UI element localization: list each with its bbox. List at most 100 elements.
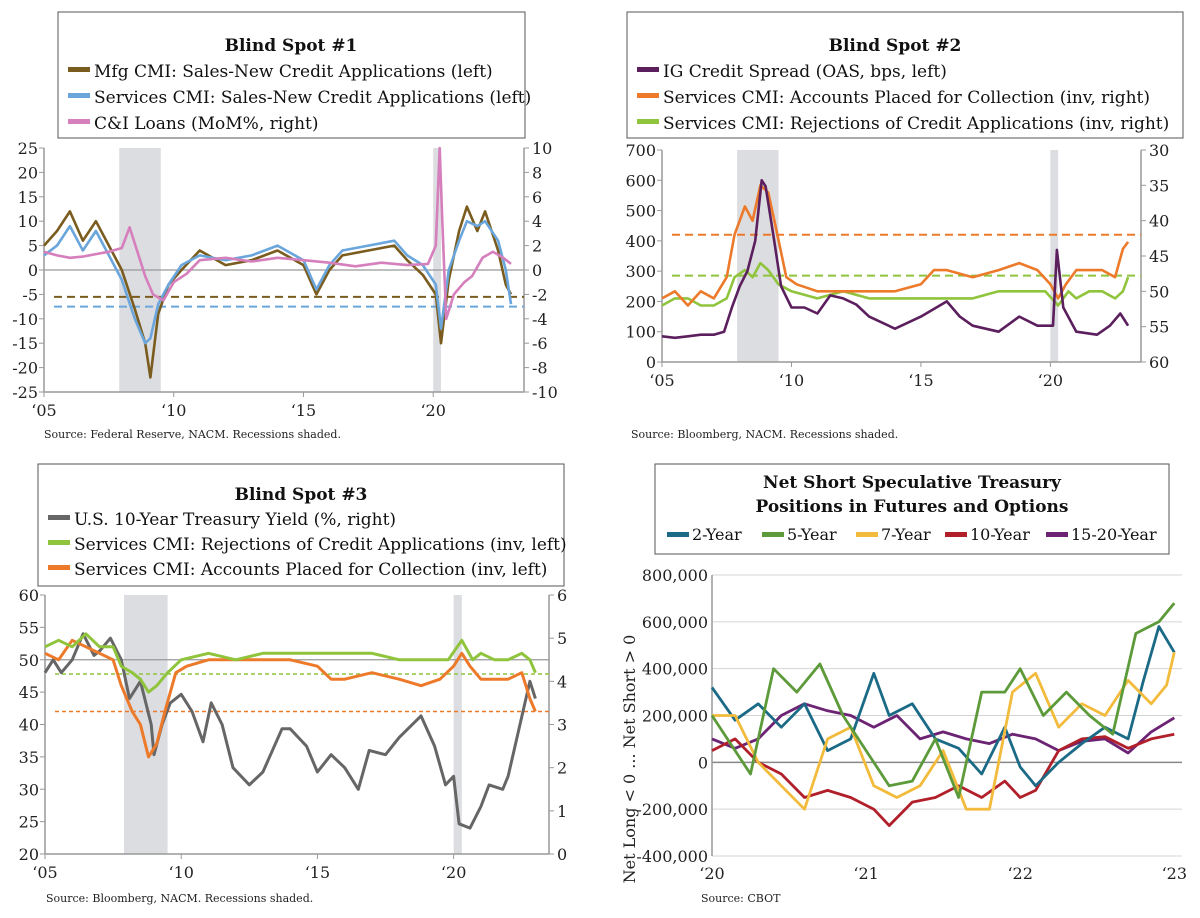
- y-tick-label: -400,000: [636, 847, 708, 866]
- right-tick-label: -4: [532, 310, 548, 329]
- right-tick-label: 4: [532, 212, 542, 231]
- legend-label-rejections: Services CMI: Rejections of Credit Appli…: [663, 114, 1169, 134]
- left-tick-label: 20: [19, 845, 39, 864]
- left-tick-label: 60: [19, 586, 39, 605]
- panel-blind-spot-1: 25 20 15 10 5 0 -5 -10 -15 -20 -25 10 8 6 4 2 0 -2 -4 -6 -8-…: [0, 0, 600, 459]
- right-tick-label: 10: [532, 139, 552, 158]
- left-tick-label: 400: [625, 232, 656, 251]
- x-tick-label: ‘20: [699, 864, 724, 883]
- legend-swatch-collections: [637, 93, 659, 98]
- left-tick-label: 25: [19, 813, 39, 832]
- chart-title: Blind Spot #3: [235, 485, 368, 505]
- legend-box: [626, 11, 1184, 139]
- source-note: Source: Federal Reserve, NACM. Recession…: [44, 428, 341, 441]
- legend-box: [654, 463, 1170, 555]
- x-tick-label: ‘15: [305, 863, 330, 882]
- right-tick-label: 6: [532, 188, 542, 207]
- legend-label-services: Services CMI: Sales-New Credit Applicati…: [94, 88, 531, 108]
- panel-net-short: 800,000 600,000 400,000 200,000 0 -200,000 -40…: [600, 459, 1200, 918]
- right-tick-label: 0: [532, 261, 542, 280]
- legend-swatch-mfg: [68, 67, 90, 72]
- left-tick-label: 10: [18, 212, 38, 231]
- right-tick-label: 30: [1149, 141, 1169, 160]
- right-tick-label: -10: [532, 383, 558, 402]
- x-tick-label: ‘20: [441, 863, 466, 882]
- left-tick-label: 25: [18, 139, 38, 158]
- x-tick-label: ‘10: [168, 863, 193, 882]
- left-tick-label: -25: [12, 383, 38, 402]
- chart-title: Blind Spot #1: [225, 36, 358, 56]
- left-tick-label: 500: [625, 202, 656, 221]
- right-tick-label: 3: [557, 716, 567, 735]
- right-tick-label: 60: [1149, 353, 1169, 372]
- legend-label-collections: Services CMI: Accounts Placed for Collec…: [74, 560, 547, 580]
- left-tick-label: 600: [625, 171, 656, 190]
- series-line-services-cmi-accounts-placed-for-collection-inv-right: [661, 184, 1130, 307]
- right-tick-label: 2: [557, 759, 567, 778]
- legend-swatch-7y: [856, 532, 878, 537]
- legend-label-collections: Services CMI: Accounts Placed for Collec…: [663, 88, 1150, 108]
- legend-box: [37, 463, 565, 587]
- left-tick-label: 30: [19, 780, 39, 799]
- left-tick-label: 20: [18, 163, 38, 182]
- x-tick-label: ‘05: [31, 401, 56, 420]
- source-note: Source: CBOT: [701, 892, 781, 905]
- series-line-15-20-year: [711, 702, 1176, 755]
- x-tick-label: ‘20: [1038, 371, 1063, 390]
- right-tick-label: 6: [557, 586, 567, 605]
- left-tick-label: -10: [12, 310, 38, 329]
- x-tick-label: ‘20: [420, 401, 445, 420]
- left-tick-label: 15: [18, 188, 38, 207]
- left-tick-label: 0: [28, 261, 38, 280]
- right-tick-label: 8: [532, 163, 542, 182]
- right-tick-label: 35: [1149, 176, 1169, 195]
- series-line-services-cmi-accounts-placed-for-collection-inv-left: [44, 638, 537, 759]
- y-tick-label: -200,000: [636, 800, 708, 819]
- series-line-5-year: [710, 602, 1176, 799]
- left-tick-label: 5: [28, 237, 38, 256]
- right-tick-label: 2: [532, 237, 542, 256]
- recession-shade: [453, 595, 462, 854]
- y-tick-label: 400,000: [642, 660, 708, 679]
- x-tick-label: ‘10: [779, 371, 804, 390]
- chart-title: Blind Spot #2: [829, 36, 962, 56]
- right-tick-label: -6: [532, 334, 548, 353]
- right-tick-label: 0: [557, 845, 567, 864]
- left-tick-label: 35: [19, 748, 39, 767]
- legend-swatch-rejections: [637, 119, 659, 124]
- x-tick-label: ‘22: [1007, 864, 1032, 883]
- legend-swatch-rejections: [48, 540, 70, 545]
- source-note: Source: Bloomberg, NACM. Recessions shad…: [631, 428, 898, 441]
- left-tick-label: 200: [625, 292, 656, 311]
- series-line-u-s-10-year-treasury-yield-right: [43, 632, 537, 830]
- legend-swatch-2y: [667, 532, 689, 537]
- legend-label-ci-loans: C&I Loans (MoM%, right): [94, 114, 319, 134]
- chart-blind-spot-2: 700 600 500 400 300 200 100 0 30 35 40 45 50 55 60 ‘05 ‘…: [625, 11, 1184, 441]
- source-note: Source: Bloomberg, NACM. Recessions shad…: [46, 892, 313, 905]
- series-line-services-cmi-rejections-of-credit-applications-inv-right: [661, 261, 1130, 307]
- right-tick-label: 40: [1149, 212, 1169, 231]
- legend-swatch-ci-loans: [68, 119, 90, 124]
- panel-blind-spot-3: 60 55 50 45 40 35 30 25 20 6 5 4 3 2 1 0 ‘05 ‘10 ‘15 ‘20 Bl…: [0, 459, 600, 918]
- left-tick-label: 45: [19, 683, 39, 702]
- legend-label-7y: 7-Year: [881, 525, 931, 544]
- x-tick-label: ‘21: [853, 864, 878, 883]
- right-tick-label: -2: [532, 285, 548, 304]
- legend-label-mfg: Mfg CMI: Sales-New Credit Applications (…: [94, 62, 493, 82]
- right-tick-label: 1: [557, 802, 567, 821]
- y-tick-label: 800,000: [642, 566, 708, 585]
- x-tick-label: ‘05: [32, 863, 57, 882]
- right-tick-label: 55: [1149, 318, 1169, 337]
- x-tick-label: ‘10: [161, 401, 186, 420]
- series-line-mfg-cmi-sales-new-credit-applications-left: [43, 205, 513, 379]
- legend-label-10y: 10-Year: [970, 525, 1030, 544]
- chart-net-short: 800,000 600,000 400,000 200,000 0 -200,000 -40…: [620, 463, 1187, 905]
- x-tick-label: ‘15: [291, 401, 316, 420]
- right-tick-label: 50: [1149, 282, 1169, 301]
- legend-swatch-5y: [762, 532, 784, 537]
- right-tick-label: 45: [1149, 247, 1169, 266]
- series-line-c-i-loans-mom-right: [43, 146, 512, 321]
- legend-box: [57, 11, 526, 139]
- legend-swatch-collections: [48, 565, 70, 570]
- series-line-7-year: [712, 651, 1176, 811]
